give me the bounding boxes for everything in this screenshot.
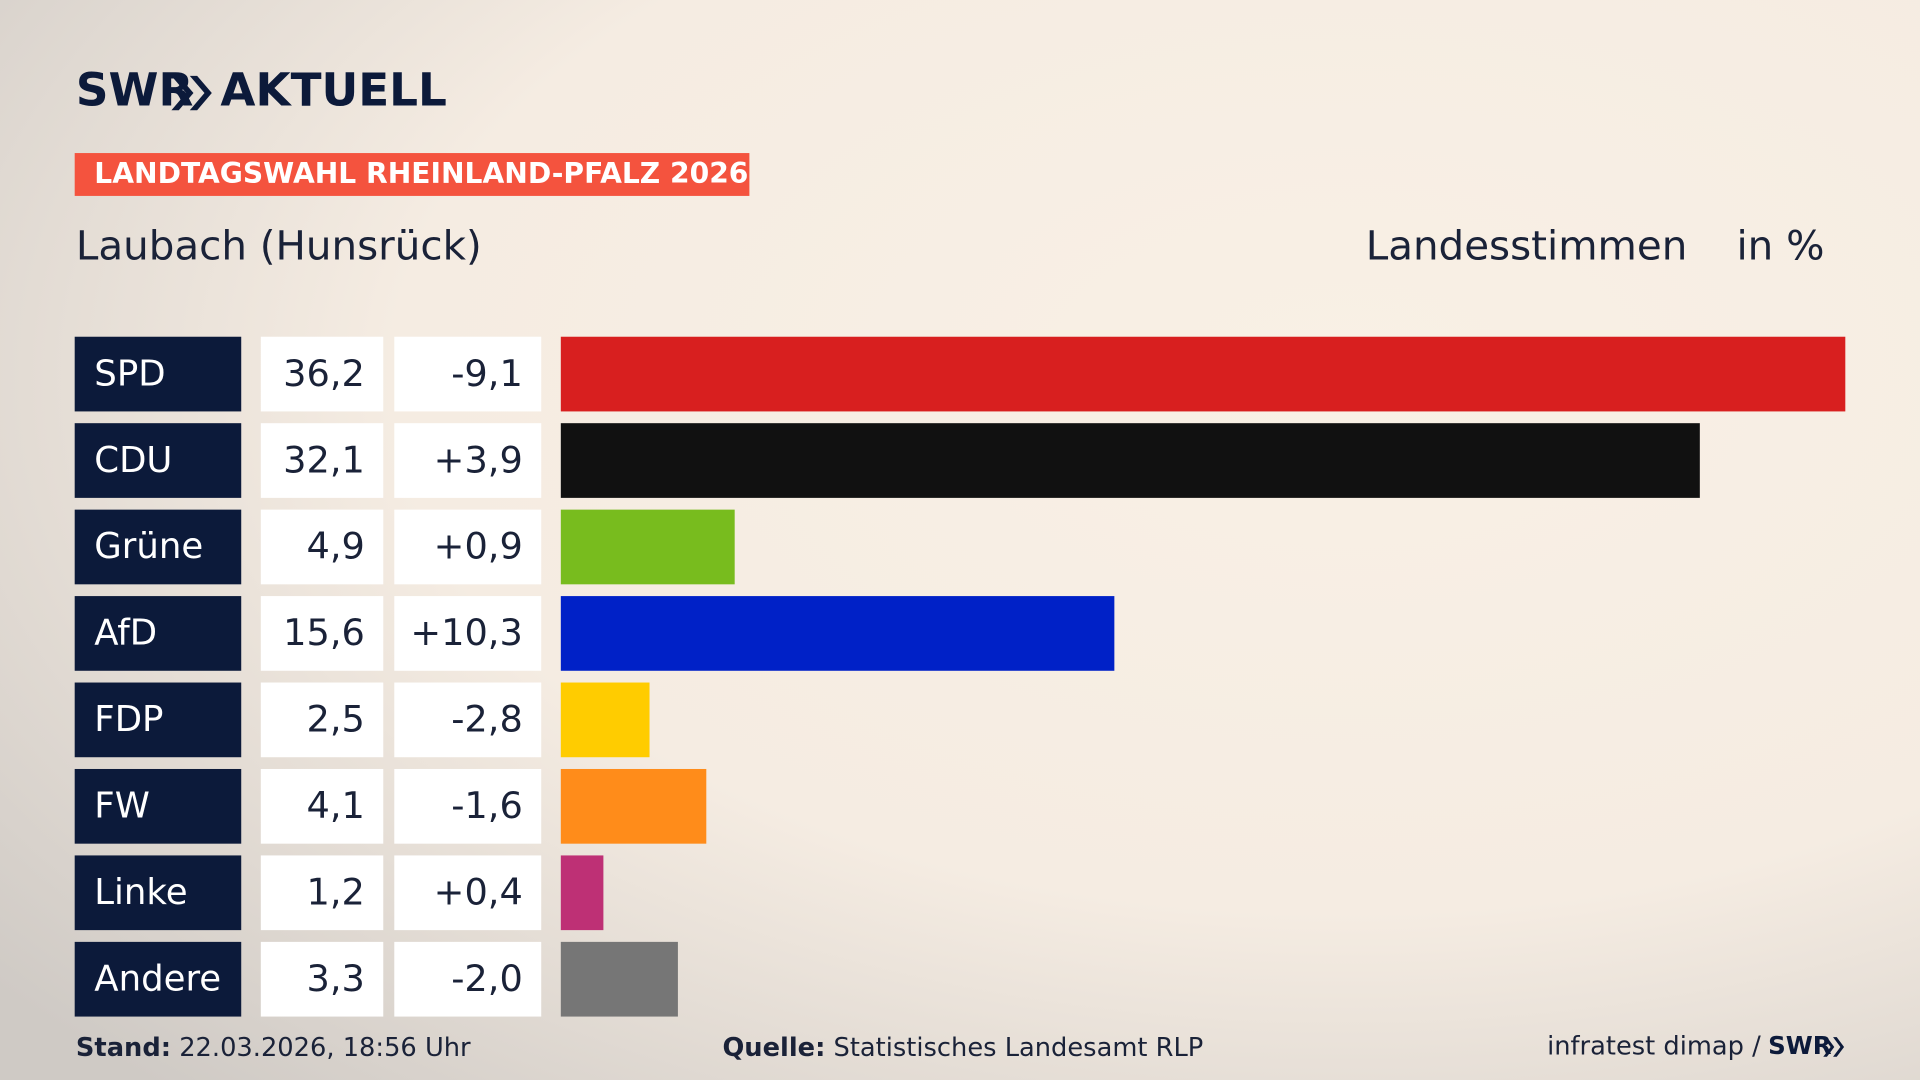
unit: in % [1736, 222, 1824, 270]
change-label: -2,8 [451, 698, 523, 741]
party-box [74, 682, 242, 758]
source-label: Quelle: [722, 1033, 825, 1063]
value-box [260, 682, 384, 758]
party-label: Grüne [94, 526, 203, 567]
party-box [74, 423, 242, 498]
party-label: AfD [94, 613, 157, 654]
value-box [260, 596, 384, 671]
chart-title: Laubach (Hunsrück) [76, 222, 482, 270]
stand: 22.03.2026, 18:56 Uhr [179, 1033, 471, 1063]
bar [560, 682, 650, 758]
party-box [74, 855, 242, 931]
value-label: 4,1 [306, 784, 364, 827]
credit: infratest dimap / [1547, 1031, 1761, 1061]
value-box [260, 855, 384, 931]
change-box [394, 768, 542, 844]
value-label: 36,2 [283, 352, 365, 395]
value-label: 15,6 [283, 611, 365, 654]
change-box [394, 941, 542, 1017]
change-label: +0,4 [434, 871, 523, 914]
change-label: -1,6 [451, 784, 523, 827]
party-box [74, 941, 242, 1017]
bar [560, 855, 604, 931]
value-label: 3,3 [306, 957, 364, 1000]
bar [560, 596, 1115, 671]
party-label: SPD [94, 353, 165, 394]
source: Statistisches Landesamt RLP [834, 1033, 1204, 1063]
rows: SPD 36,2 -9,1 CDU 32,1 +3,9 Grüne 4,9 +0,9 AfD 15,… [74, 336, 1846, 1017]
footer-source: Quelle: Statistisches Landesamt RLP [722, 1033, 1203, 1063]
party-box [74, 336, 242, 412]
value-box [260, 941, 384, 1017]
change-box [394, 509, 542, 585]
value-box [260, 768, 384, 844]
value-label: 4,9 [306, 525, 364, 568]
change-label: +3,9 [434, 438, 523, 481]
value-label: 2,5 [306, 698, 364, 741]
logo-product: AKTUELL [220, 64, 447, 117]
banner: LANDTAGSWAHL RHEINLAND-PFALZ 2026 [94, 157, 748, 190]
stand-label: Stand: [76, 1033, 171, 1063]
change-box [394, 682, 542, 758]
change-box [394, 855, 542, 931]
party-label: Linke [94, 872, 187, 913]
change-label: +0,9 [434, 525, 523, 568]
party-box [74, 768, 242, 844]
value-box [260, 336, 384, 412]
change-box [394, 336, 542, 412]
party-label: FDP [94, 699, 163, 740]
logo-chevrons [171, 75, 212, 111]
bar [560, 336, 1846, 412]
value-label: 32,1 [283, 438, 365, 481]
measure: Landesstimmen [1366, 222, 1688, 270]
change-label: -9,1 [451, 352, 523, 395]
party-label: Andere [94, 958, 221, 999]
credit-brand: SWR [1768, 1031, 1832, 1060]
footer-stand: Stand: 22.03.2026, 18:56 Uhr [76, 1033, 471, 1063]
change-label: +10,3 [410, 611, 523, 654]
value-label: 1,2 [306, 871, 364, 914]
party-label: CDU [94, 440, 172, 481]
banner-box [74, 153, 750, 196]
party-box [74, 509, 242, 585]
change-label: -2,0 [451, 957, 523, 1000]
bar [560, 941, 678, 1017]
bar [560, 768, 707, 844]
change-box [394, 423, 542, 498]
credit-chevrons [1823, 1037, 1845, 1057]
bar [560, 509, 735, 585]
value-box [260, 509, 384, 585]
party-label: FW [94, 786, 150, 827]
change-box [394, 596, 542, 671]
bar [560, 423, 1700, 498]
party-box [74, 596, 242, 671]
value-box [260, 423, 384, 498]
